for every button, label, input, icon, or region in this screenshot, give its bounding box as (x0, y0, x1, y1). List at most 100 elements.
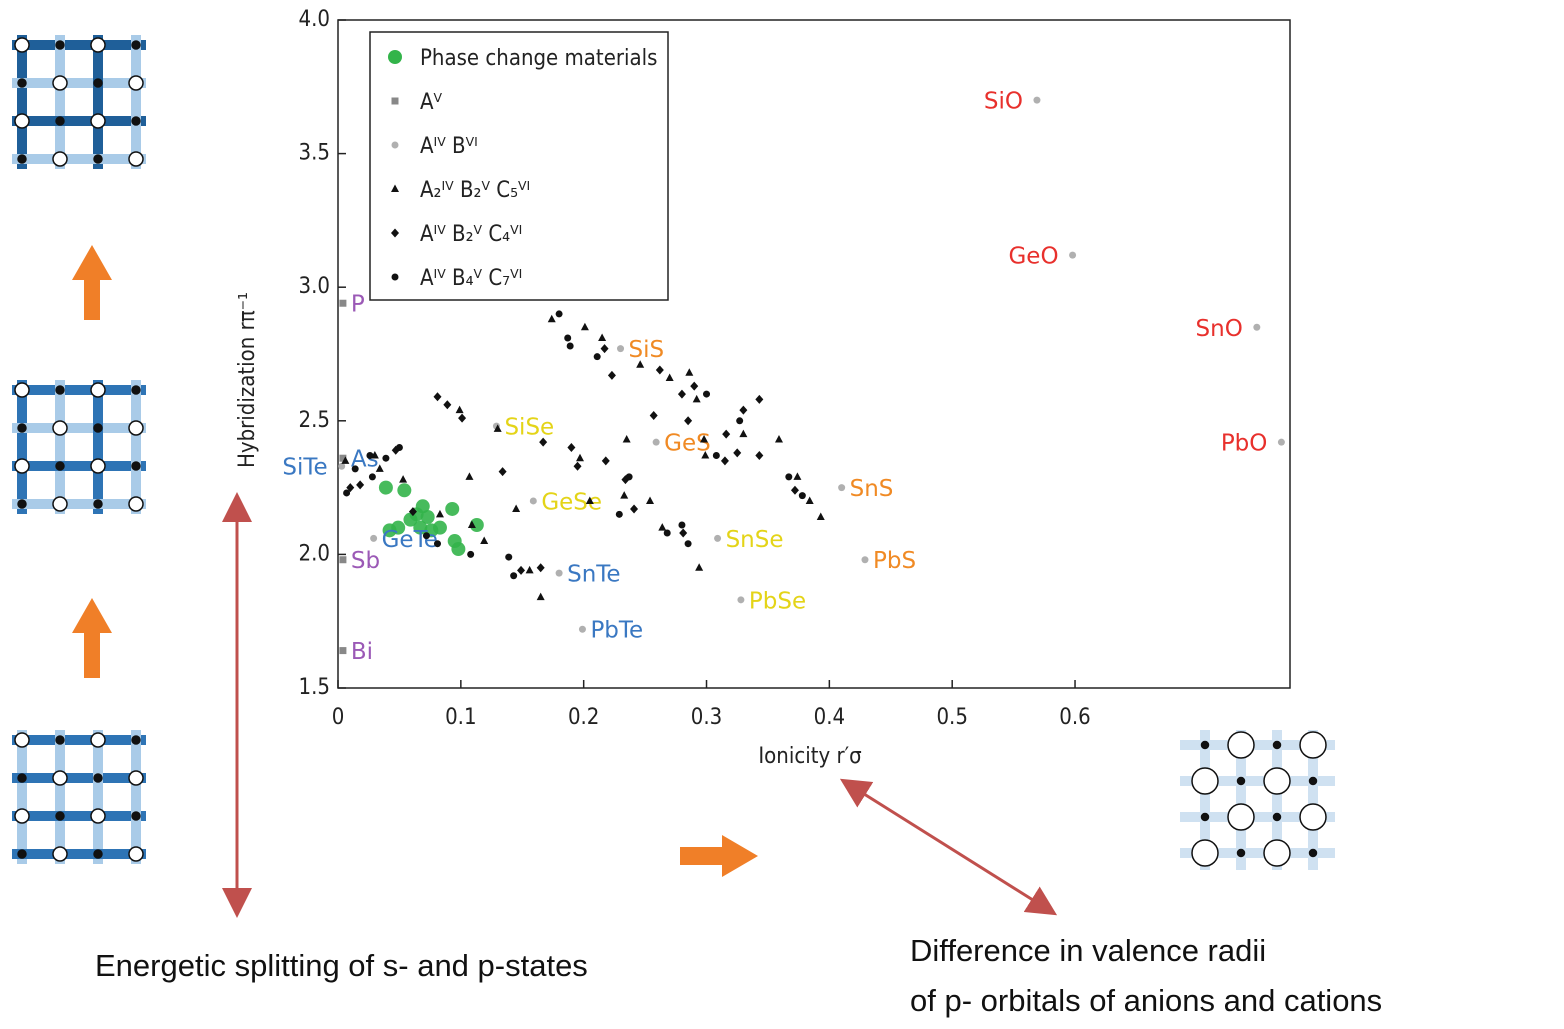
point-label: PbO (1221, 431, 1268, 457)
legend-label: Aⱽ (420, 90, 443, 115)
point (652, 438, 660, 446)
point (564, 334, 572, 342)
lattice-bar (55, 35, 65, 169)
point-label: GeTe (382, 527, 438, 553)
y-tick-label: 2.0 (299, 541, 330, 566)
point (443, 400, 452, 410)
point (615, 510, 623, 518)
atom (90, 732, 106, 748)
point (370, 534, 378, 542)
x-tick-label: 0.6 (1059, 705, 1090, 730)
x-axis-label: Ionicity r′σ (758, 744, 861, 769)
plot-frame (337, 19, 1291, 689)
lattice-bar (55, 730, 65, 864)
legend-label: A₂ᴵⱽ B₂ⱽ C₅ⱽᴵ (420, 178, 530, 203)
point (736, 417, 744, 425)
atom (90, 458, 106, 474)
point (435, 509, 444, 518)
point (455, 405, 464, 414)
point (465, 472, 474, 480)
point (737, 596, 745, 604)
point (397, 483, 412, 498)
point-label: GeO (1008, 244, 1058, 270)
point (861, 556, 869, 564)
point-label: SnSe (726, 527, 784, 553)
point (351, 465, 359, 473)
point (555, 310, 563, 318)
legend-marker (391, 97, 399, 105)
point (536, 592, 545, 601)
point (755, 394, 764, 404)
y-tick-label: 1.5 (299, 675, 330, 700)
lattice-bar (12, 773, 146, 783)
atom (1236, 776, 1246, 786)
atom (55, 385, 65, 395)
point (391, 520, 406, 535)
atom (55, 40, 65, 50)
lattice-bar (55, 380, 65, 514)
atom (131, 735, 141, 745)
point (341, 456, 350, 464)
point (536, 563, 545, 573)
point (517, 565, 526, 575)
lattice-icons (12, 35, 1335, 870)
atom (14, 808, 30, 824)
lattice-bar (1308, 730, 1318, 870)
point (346, 483, 355, 493)
atom (90, 37, 106, 53)
atom (52, 420, 68, 436)
point (630, 504, 639, 514)
point (505, 553, 513, 561)
point (600, 344, 609, 354)
lattice-bar (12, 116, 146, 126)
point (701, 451, 710, 459)
lattice-bar (93, 35, 103, 169)
legend-label: Aᴵⱽ B₄ⱽ C₇ⱽᴵ (420, 266, 522, 291)
point (467, 520, 476, 529)
legend-marker (391, 228, 399, 238)
atom (90, 113, 106, 129)
point (433, 392, 442, 402)
point (739, 429, 748, 438)
lattice-bar (131, 35, 141, 169)
y-tick-label: 2.5 (299, 408, 330, 433)
point (700, 435, 709, 443)
atom (128, 770, 144, 786)
lattice-bar (12, 849, 146, 859)
point (622, 435, 631, 443)
lattice-bar (1180, 740, 1335, 750)
lattice-bar (12, 499, 146, 509)
atom (131, 385, 141, 395)
atom (1191, 767, 1219, 795)
point (339, 556, 347, 564)
lattice-bar (12, 423, 146, 433)
point (573, 461, 582, 471)
point (601, 456, 610, 466)
point (625, 473, 633, 481)
atom (128, 75, 144, 91)
atom (1308, 776, 1318, 786)
point (703, 390, 711, 398)
point (433, 540, 441, 548)
point (679, 528, 688, 538)
point-label: SiS (629, 337, 665, 363)
arrow-up (72, 598, 112, 678)
atom (93, 78, 103, 88)
point (663, 529, 671, 537)
point (1277, 438, 1285, 446)
atom (17, 423, 27, 433)
legend-label: Phase change materials (420, 46, 657, 71)
atom (1299, 731, 1327, 759)
lattice-bar (12, 385, 146, 395)
lattice-bar (131, 730, 141, 864)
atom (55, 116, 65, 126)
point (646, 496, 655, 504)
atom (128, 420, 144, 436)
arrow-right (680, 835, 758, 877)
atom (55, 811, 65, 821)
point (1069, 251, 1077, 259)
atom (1272, 812, 1282, 822)
point (399, 475, 408, 483)
arrow-up (72, 245, 112, 320)
atom (1236, 848, 1246, 858)
